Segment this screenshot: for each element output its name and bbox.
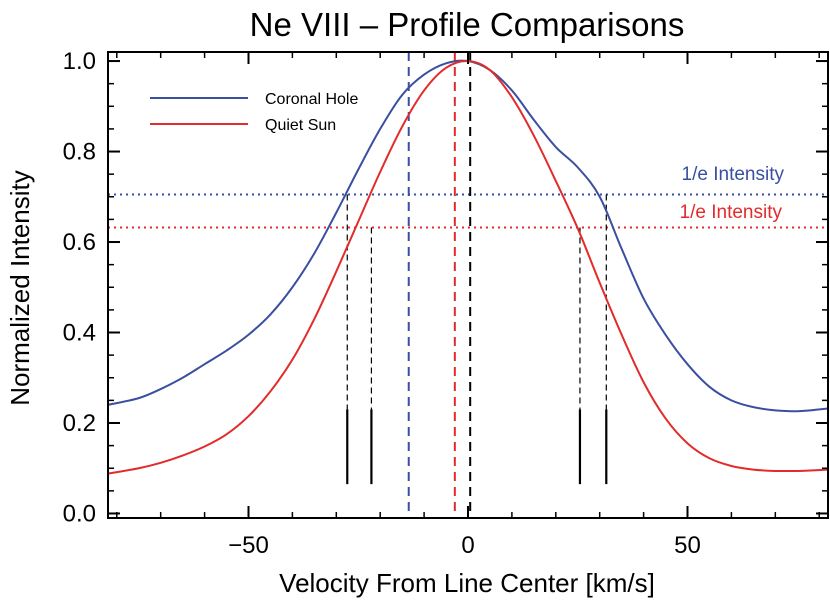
plot-frame <box>107 51 829 519</box>
series-line-quiet-sun <box>107 60 829 475</box>
y-tick-label: 0.4 <box>63 320 96 347</box>
x-tick-label: 50 <box>674 532 701 559</box>
axis-ticks: −50 0 50 0.0 0.2 0.4 0.6 0.8 1.0 <box>63 48 828 559</box>
x-tick-label: −50 <box>228 532 269 559</box>
y-tick-label: 0.8 <box>63 139 96 166</box>
y-tick-label: 0.0 <box>63 500 96 527</box>
y-tick-label: 1.0 <box>63 48 96 75</box>
legend-label-coronal-hole: Coronal Hole <box>265 91 358 108</box>
y-tick-label: 0.6 <box>63 229 96 256</box>
red-1e-intensity-label: 1/e Intensity <box>680 202 783 223</box>
chart-title: Ne VIII – Profile Comparisons <box>250 6 685 43</box>
series-line-coronal-hole <box>107 59 829 413</box>
legend: Coronal Hole Quiet Sun <box>150 91 358 134</box>
plot-area <box>107 52 829 518</box>
y-axis-label: Normalized Intensity <box>5 170 35 406</box>
legend-label-quiet-sun: Quiet Sun <box>265 117 336 134</box>
y-tick-label: 0.2 <box>63 410 96 437</box>
x-axis-label: Velocity From Line Center [km/s] <box>279 568 655 598</box>
x-tick-label: 0 <box>461 532 474 559</box>
blue-1e-intensity-label: 1/e Intensity <box>682 164 785 185</box>
